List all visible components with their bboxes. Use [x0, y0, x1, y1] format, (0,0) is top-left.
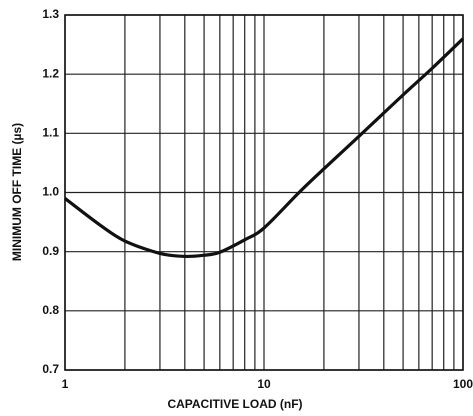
x-tick-label: 100: [453, 377, 473, 391]
y-tick-label: 1.3: [42, 7, 59, 21]
y-tick-label: 0.9: [42, 244, 59, 258]
x-tick-label: 10: [257, 377, 271, 391]
y-tick-label: 1.0: [42, 185, 59, 199]
y-tick-label: 1.2: [42, 66, 59, 80]
y-tick-label: 0.8: [42, 303, 59, 317]
y-tick-label: 0.7: [42, 362, 59, 376]
data-line: [64, 37, 465, 259]
y-tick-label: 1.1: [42, 126, 59, 140]
plot-frame: [64, 14, 464, 371]
x-tick-label: 1: [62, 377, 69, 391]
x-axis-label: CAPACITIVE LOAD (nF): [167, 397, 302, 411]
y-axis-label: MINIMUM OFF TIME (µs): [10, 123, 24, 261]
